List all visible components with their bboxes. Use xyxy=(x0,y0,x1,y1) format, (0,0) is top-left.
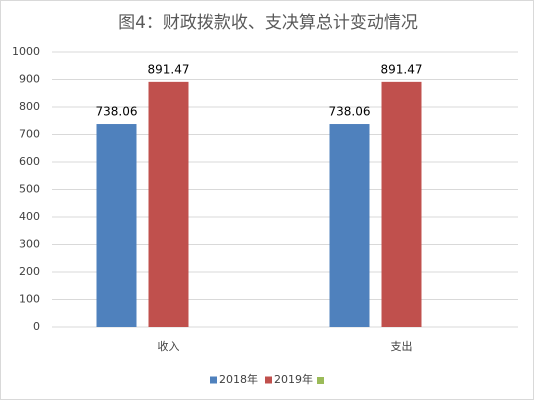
y-tick-label: 100 xyxy=(19,293,40,306)
y-tick-label: 200 xyxy=(19,265,40,278)
data-label: 891.47 xyxy=(381,62,423,76)
bar xyxy=(96,124,137,327)
legend-swatch xyxy=(265,376,272,384)
bar xyxy=(329,124,370,327)
legend-swatch xyxy=(210,376,217,384)
legend-label: 2018年 xyxy=(219,372,258,386)
x-tick-label: 收入 xyxy=(158,339,180,353)
y-tick-label: 1000 xyxy=(12,45,40,58)
y-tick-label: 800 xyxy=(19,100,40,113)
legend-swatch xyxy=(317,377,324,384)
y-tick-label: 900 xyxy=(19,73,40,86)
y-tick-label: 0 xyxy=(33,320,40,333)
y-tick-label: 500 xyxy=(19,183,40,196)
legend-label: 2019年 xyxy=(274,372,313,386)
data-label: 738.06 xyxy=(96,105,138,119)
bar xyxy=(381,81,422,327)
y-tick-label: 400 xyxy=(19,210,40,223)
y-tick-label: 600 xyxy=(19,155,40,168)
chart-title: 图4：财政拨款收、支决算总计变动情况 xyxy=(118,13,418,33)
data-label: 891.47 xyxy=(148,62,190,76)
y-tick-label: 700 xyxy=(19,128,40,141)
y-tick-label: 300 xyxy=(19,238,40,251)
data-label: 738.06 xyxy=(329,105,371,119)
x-tick-label: 支出 xyxy=(391,339,413,353)
bar xyxy=(148,81,189,327)
